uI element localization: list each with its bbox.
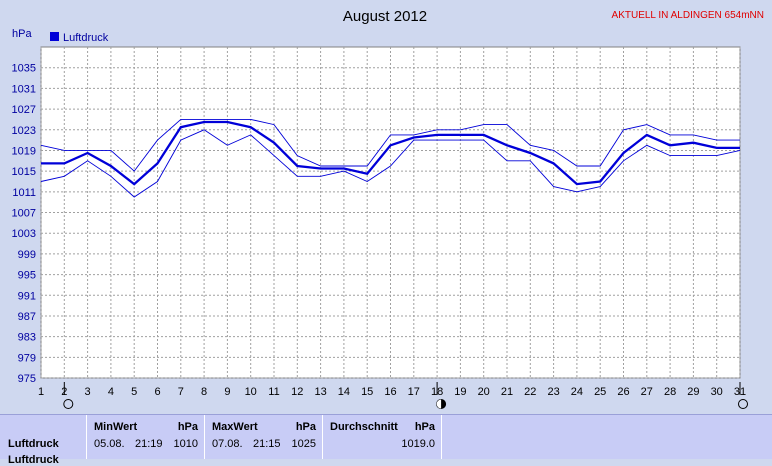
full-moon-icon bbox=[63, 399, 74, 409]
x-tick-label: 23 bbox=[547, 386, 559, 398]
grid bbox=[40, 47, 741, 379]
y-tick-label: 979 bbox=[18, 352, 36, 364]
y-tick-label: 975 bbox=[18, 373, 36, 385]
x-tick-label: 17 bbox=[408, 386, 420, 398]
y-tick-label: 1027 bbox=[12, 104, 36, 116]
y-tick-label: 999 bbox=[18, 249, 36, 261]
y-tick-label: 1007 bbox=[12, 208, 36, 220]
x-tick-label: 28 bbox=[664, 386, 676, 398]
y-tick-label: 1023 bbox=[12, 125, 36, 137]
series-line-mean bbox=[41, 120, 740, 186]
stats-row-label-2: Luftdruck bbox=[8, 454, 59, 466]
x-tick-label: 27 bbox=[641, 386, 653, 398]
avg-value: 1019.0 bbox=[401, 438, 435, 450]
stats-min-cell: MinWert hPa 05.08. 21:19 1010 bbox=[87, 415, 205, 459]
legend-entry-luftdruck: Luftdruck bbox=[63, 32, 109, 44]
y-tick-label: 983 bbox=[18, 332, 36, 344]
series-lines bbox=[40, 118, 741, 198]
y-tick-label: 1019 bbox=[12, 145, 36, 157]
x-tick-label: 7 bbox=[178, 386, 184, 398]
x-tick-label: 22 bbox=[524, 386, 536, 398]
legend-swatch-luftdruck bbox=[50, 32, 59, 41]
x-tick-label: 13 bbox=[314, 386, 326, 398]
y-tick-label: 1031 bbox=[12, 83, 36, 95]
y-tick-labels: 975 979 983 987 991 995 999 1003 1007 1011 1015 101… bbox=[12, 63, 36, 385]
y-tick-label: 1011 bbox=[12, 187, 36, 199]
x-tick-label: 14 bbox=[338, 386, 350, 398]
max-time: 21:15 bbox=[253, 438, 281, 450]
y-tick-label: 1035 bbox=[12, 63, 36, 75]
x-tick-label: 24 bbox=[571, 386, 583, 398]
x-tick-label: 3 bbox=[85, 386, 91, 398]
y-tick-label: 1003 bbox=[12, 228, 36, 240]
x-tick-label: 16 bbox=[384, 386, 396, 398]
x-tick-label: 4 bbox=[108, 386, 114, 398]
min-unit: hPa bbox=[177, 421, 198, 433]
min-header: MinWert bbox=[94, 421, 138, 433]
avg-unit: hPa bbox=[414, 421, 435, 433]
avg-header: Durchschnitt bbox=[330, 421, 398, 433]
max-date: 07.08. bbox=[212, 438, 243, 450]
new-moon-icon-highlight bbox=[436, 399, 442, 409]
x-tick-label: 20 bbox=[478, 386, 490, 398]
series-line-min bbox=[40, 129, 741, 198]
x-tick-label: 1 bbox=[38, 386, 44, 398]
statistics-panel: Luftdruck Luftdruck MinWert hPa 05.08. 2… bbox=[0, 414, 772, 466]
x-tick-label: 29 bbox=[687, 386, 699, 398]
x-tick-label: 21 bbox=[501, 386, 513, 398]
pressure-chart: August 2012 AKTUELL IN ALDINGEN 654mNN h… bbox=[12, 8, 764, 409]
y-tick-label: 995 bbox=[18, 270, 36, 282]
max-unit: hPa bbox=[295, 421, 316, 433]
location-banner: AKTUELL IN ALDINGEN 654mNN bbox=[612, 10, 764, 21]
min-time: 21:19 bbox=[135, 438, 163, 450]
stats-row-label: Luftdruck bbox=[8, 438, 59, 450]
chart-title: August 2012 bbox=[343, 8, 427, 25]
moon-phase-markers bbox=[63, 382, 748, 409]
x-tick-label: 15 bbox=[361, 386, 373, 398]
max-header: MaxWert bbox=[212, 421, 258, 433]
stats-max-cell: MaxWert hPa 07.08. 21:15 1025 bbox=[205, 415, 323, 459]
y-tick-label: 987 bbox=[18, 311, 36, 323]
x-tick-label: 10 bbox=[245, 386, 257, 398]
x-tick-label: 6 bbox=[154, 386, 160, 398]
min-value: 1010 bbox=[173, 438, 198, 450]
y-axis-label: hPa bbox=[12, 28, 32, 40]
x-tick-label: 9 bbox=[224, 386, 230, 398]
stats-label-cell: Luftdruck Luftdruck bbox=[0, 415, 87, 466]
x-tick-label: 26 bbox=[617, 386, 629, 398]
x-tick-label: 11 bbox=[268, 386, 279, 398]
series-line-max bbox=[40, 118, 740, 172]
x-tick-label: 19 bbox=[454, 386, 466, 398]
y-tick-label: 991 bbox=[18, 290, 36, 302]
x-tick-label: 12 bbox=[291, 386, 303, 398]
stats-avg-cell: Durchschnitt hPa 1019.0 bbox=[323, 415, 442, 459]
x-tick-labels: 1234567891011121314151617181920212223242… bbox=[38, 386, 746, 398]
max-value: 1025 bbox=[291, 438, 316, 450]
x-tick-label: 8 bbox=[201, 386, 207, 398]
x-tick-label: 30 bbox=[711, 386, 723, 398]
min-date: 05.08. bbox=[94, 438, 125, 450]
y-tick-label: 1015 bbox=[12, 166, 36, 178]
x-tick-label: 25 bbox=[594, 386, 606, 398]
x-tick-label: 5 bbox=[131, 386, 137, 398]
full-moon-icon bbox=[738, 399, 748, 409]
